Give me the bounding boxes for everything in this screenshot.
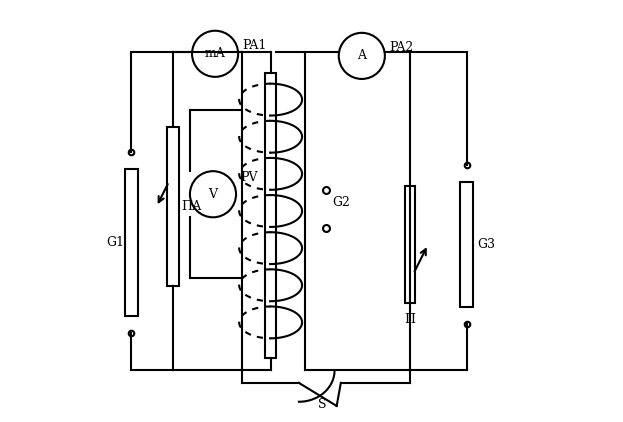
- Text: S: S: [318, 398, 326, 411]
- Text: П: П: [405, 314, 416, 327]
- Text: A: A: [358, 49, 366, 62]
- Text: PA1: PA1: [242, 39, 267, 52]
- Text: PA2: PA2: [389, 41, 413, 54]
- Text: PV: PV: [240, 171, 258, 184]
- Text: V: V: [209, 188, 217, 201]
- FancyBboxPatch shape: [460, 181, 473, 307]
- Text: G2: G2: [333, 196, 350, 209]
- Text: ПА: ПА: [181, 200, 202, 213]
- Text: G3: G3: [477, 238, 495, 251]
- FancyBboxPatch shape: [405, 186, 416, 303]
- FancyBboxPatch shape: [125, 169, 138, 316]
- Circle shape: [339, 33, 385, 79]
- FancyBboxPatch shape: [167, 127, 179, 287]
- Text: G1: G1: [106, 236, 124, 249]
- Circle shape: [192, 31, 238, 77]
- Text: mA: mA: [205, 47, 226, 60]
- Circle shape: [190, 171, 236, 217]
- FancyBboxPatch shape: [265, 73, 276, 358]
